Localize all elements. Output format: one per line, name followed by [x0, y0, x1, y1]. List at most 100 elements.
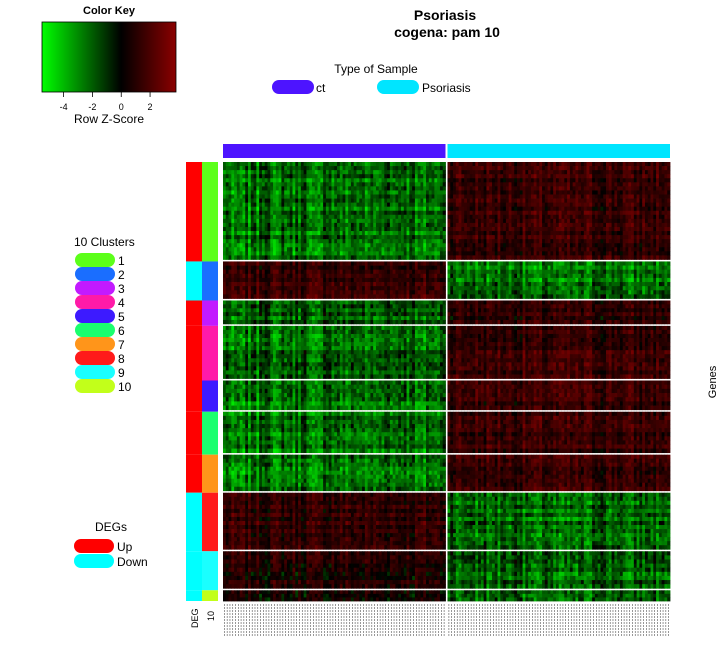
- heatmap-cell: [636, 178, 640, 183]
- heatmap-cell: [486, 198, 490, 204]
- heatmap-cell: [364, 222, 369, 228]
- heatmap-cell: [256, 198, 260, 204]
- heatmap-cell: [530, 182, 535, 187]
- heatmap-cell: [273, 282, 277, 287]
- heatmap-cell: [603, 206, 607, 212]
- heatmap-cell: [426, 166, 430, 171]
- heatmap-cell: [578, 190, 582, 195]
- heatmap-cell: [325, 255, 330, 260]
- heatmap-cell: [236, 178, 241, 183]
- heatmap-cell: [275, 286, 280, 291]
- heatmap-cell: [261, 218, 266, 224]
- heatmap-cell: [539, 286, 543, 291]
- heatmap-cell: [306, 231, 310, 236]
- heatmap-cell: [270, 198, 274, 204]
- heatmap-cell: [603, 214, 607, 220]
- heatmap-cell: [434, 239, 438, 244]
- heatmap-cell: [569, 206, 574, 212]
- heatmap-cell: [653, 178, 657, 183]
- heatmap-cell: [328, 198, 332, 204]
- heatmap-cell: [387, 194, 391, 199]
- heatmap-cell: [442, 198, 446, 204]
- heatmap-cell: [373, 226, 377, 232]
- heatmap-cell: [661, 190, 665, 195]
- heatmap-cell: [337, 277, 341, 283]
- heatmap-cell: [248, 277, 252, 283]
- heatmap-cell: [631, 247, 635, 252]
- heatmap-cell: [412, 210, 416, 216]
- heatmap-cell: [619, 162, 624, 167]
- heatmap-cell: [409, 166, 413, 171]
- heatmap-cell: [370, 190, 374, 195]
- heatmap-cell: [317, 194, 321, 199]
- heatmap-cell: [453, 290, 457, 295]
- heatmap-cell: [553, 186, 557, 191]
- heatmap-cell: [292, 269, 296, 275]
- heatmap-cell: [381, 222, 385, 228]
- heatmap-cell: [223, 218, 227, 224]
- heatmap-cell: [298, 239, 302, 244]
- heatmap-cell: [650, 186, 654, 191]
- heatmap-cell: [264, 235, 268, 240]
- heatmap-cell: [242, 231, 246, 236]
- deg-bar-up: [186, 380, 202, 412]
- cluster-legend-swatch: [75, 365, 115, 379]
- heatmap-cell: [392, 239, 396, 244]
- heatmap-cell: [497, 277, 501, 283]
- heatmap-cell: [492, 190, 496, 195]
- heatmap-cell: [320, 182, 324, 187]
- heatmap-cell: [642, 194, 646, 199]
- heatmap-cell: [461, 174, 465, 179]
- heatmap-cell: [234, 290, 238, 295]
- heatmap-cell: [628, 186, 632, 191]
- heatmap-cell: [345, 198, 349, 204]
- heatmap-cell: [381, 194, 385, 199]
- heatmap-cell: [281, 261, 285, 266]
- heatmap-cell: [300, 226, 305, 232]
- heatmap-cell: [508, 166, 512, 171]
- heatmap-cell: [480, 247, 485, 252]
- heatmap-cell: [223, 222, 227, 228]
- heatmap-cell: [273, 218, 277, 224]
- heatmap-cell: [261, 198, 266, 204]
- heatmap-cell: [667, 198, 671, 204]
- heatmap-cell: [325, 210, 330, 216]
- heatmap-cell: [253, 226, 257, 232]
- heatmap-cell: [455, 265, 460, 271]
- heatmap-cell: [639, 226, 643, 232]
- heatmap-cell: [236, 206, 241, 212]
- heatmap-cell: [555, 182, 560, 187]
- heatmap-cell: [309, 247, 313, 252]
- heatmap-cell: [437, 294, 441, 299]
- heatmap-cell: [478, 202, 482, 208]
- heatmap-cell: [553, 247, 557, 252]
- heatmap-cell: [530, 269, 535, 275]
- heatmap-cell: [578, 235, 582, 240]
- heatmap-cell: [592, 255, 596, 260]
- heatmap-cell: [384, 174, 388, 179]
- heatmap-cell: [439, 273, 444, 279]
- heatmap-cell: [658, 222, 663, 228]
- heatmap-cell: [381, 166, 385, 171]
- heatmap-cell: [289, 290, 293, 295]
- heatmap-cell: [525, 202, 529, 208]
- heatmap-cell: [636, 210, 640, 216]
- heatmap-cell: [234, 255, 238, 260]
- heatmap-cell: [458, 190, 462, 195]
- heatmap-cell: [275, 214, 280, 220]
- heatmap-cell: [447, 182, 451, 187]
- heatmap-cell: [461, 282, 465, 287]
- heatmap-cell: [239, 277, 243, 283]
- heatmap-cell: [617, 243, 621, 248]
- heatmap-cell: [320, 286, 324, 291]
- heatmap-cell: [603, 235, 607, 240]
- heatmap-cell: [503, 226, 507, 232]
- heatmap-cell: [494, 290, 498, 295]
- heatmap-cell: [650, 251, 654, 256]
- heatmap-cell: [412, 290, 416, 295]
- heatmap-cell: [267, 198, 271, 204]
- heatmap-cell: [250, 194, 254, 199]
- heatmap-cell: [581, 239, 585, 244]
- heatmap-cell: [281, 290, 285, 295]
- heatmap-cell: [256, 194, 260, 199]
